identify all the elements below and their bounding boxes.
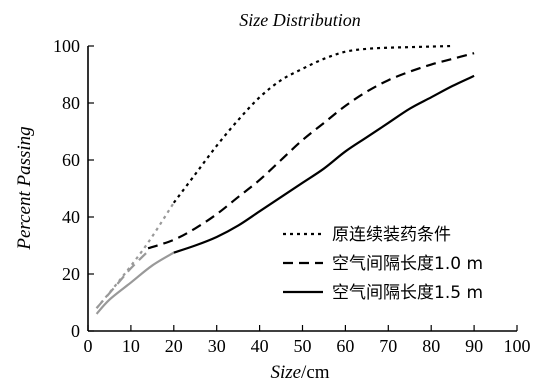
x-axis-title-main: Size xyxy=(270,362,301,383)
series-3-extrapolated-line xyxy=(95,251,175,315)
y-tick-label: 100 xyxy=(53,36,80,56)
x-tick-label: 50 xyxy=(294,336,312,356)
x-tick-label: 70 xyxy=(379,336,397,356)
y-axis-title: Percent Passing xyxy=(14,126,35,250)
series-3-line xyxy=(173,74,475,254)
x-tick-label: 10 xyxy=(122,336,140,356)
y-tick-label: 20 xyxy=(62,264,80,284)
series-layer xyxy=(95,44,475,315)
series-2-line xyxy=(147,52,475,250)
x-axis-title: Size/cm xyxy=(270,362,329,383)
chart-title: Size Distribution xyxy=(239,10,361,30)
series-1-line xyxy=(172,44,453,204)
x-tick-label: 20 xyxy=(165,336,183,356)
x-tick-label: 0 xyxy=(84,336,93,356)
x-tick-label: 30 xyxy=(208,336,226,356)
legend-label-2: 空气间隔长度1.0 m xyxy=(332,254,483,274)
x-tick-label: 60 xyxy=(336,336,354,356)
x-tick-label: 40 xyxy=(251,336,269,356)
y-ticks: 0 20 40 60 80 100 xyxy=(53,36,94,341)
x-ticks: 0 10 20 30 40 50 60 70 80 90 100 xyxy=(84,325,531,356)
y-tick-label: 80 xyxy=(62,93,80,113)
y-tick-label: 60 xyxy=(62,150,80,170)
x-axis-title-unit: /cm xyxy=(301,362,330,383)
y-tick-label: 0 xyxy=(71,321,80,341)
x-tick-label: 100 xyxy=(504,336,531,356)
series-2-extrapolated-line xyxy=(95,250,149,309)
legend-label-3: 空气间隔长度1.5 m xyxy=(332,283,483,303)
y-tick-label: 40 xyxy=(62,207,80,227)
x-tick-label: 90 xyxy=(465,336,483,356)
legend-label-1: 原连续装药条件 xyxy=(332,225,451,245)
x-tick-label: 80 xyxy=(422,336,440,356)
series-1-extrapolated-line xyxy=(95,202,175,309)
